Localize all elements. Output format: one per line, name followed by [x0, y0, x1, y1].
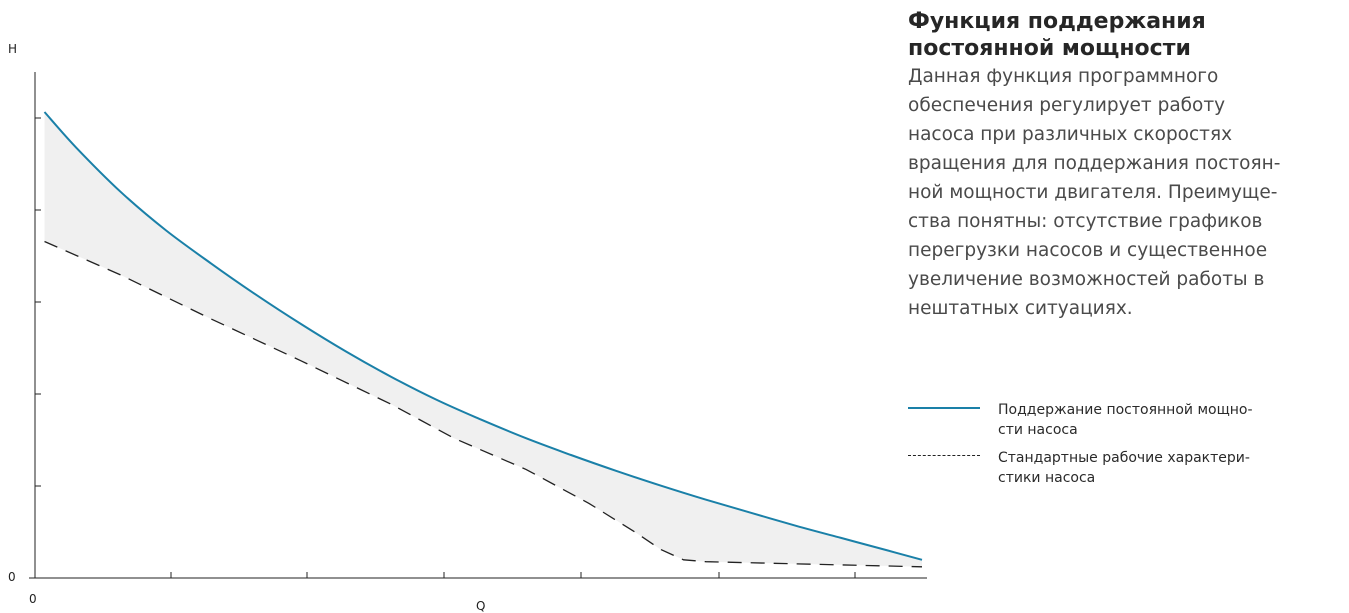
legend-dashed-line-swatch [908, 455, 980, 456]
chart-legend: Поддержание постоянной мощно- сти насоса… [908, 400, 1338, 496]
legend-label-constant-power: Поддержание постоянной мощно- сти насоса [998, 400, 1318, 440]
axes [29, 72, 927, 579]
description-panel: Функция поддержания постоянной мощности … [908, 8, 1338, 323]
description-line: ства понятны: отсутствие графиков [908, 211, 1263, 232]
legend-item-standard-curve: Стандартные рабочие характери- стики нас… [908, 448, 1338, 492]
section-title-line-2: постоянной мощности [908, 36, 1191, 61]
legend-label-standard-curve: Стандартные рабочие характери- стики нас… [998, 448, 1318, 488]
legend-label-line: Поддержание постоянной мощно- [998, 402, 1253, 418]
series-lines [43, 111, 923, 568]
description-line: перегрузки насосов и существенное [908, 240, 1268, 261]
fill-between-area [44, 112, 922, 567]
description-line: вращения для поддержания постоян- [908, 153, 1281, 174]
x-axis-label: Q [476, 599, 485, 613]
legend-item-constant-power: Поддержание постоянной мощно- сти насоса [908, 400, 1338, 444]
description-line: Данная функция программного [908, 66, 1219, 87]
description-line: нештатных ситуациях. [908, 298, 1133, 319]
description-line: увеличение возможностей работы в [908, 269, 1265, 290]
series-line-constant-power [43, 111, 923, 561]
legend-solid-line-swatch [908, 407, 980, 409]
section-title-line-1: Функция поддержания [908, 9, 1206, 34]
axis-ticks [35, 117, 856, 578]
x-origin-label: 0 [29, 592, 37, 606]
legend-label-line: сти насоса [998, 422, 1078, 438]
description-line: ной мощности двигателя. Преимуще- [908, 182, 1278, 203]
description-line: обеспечения регулирует работу [908, 95, 1226, 116]
legend-label-line: Стандартные рабочие характери- [998, 450, 1250, 466]
series-line-standard-curve [44, 240, 923, 568]
y-axis-label: H [8, 42, 17, 56]
legend-label-line: стики насоса [998, 470, 1096, 486]
chart: H Q 0 0 [8, 42, 927, 613]
fill-between-region [44, 112, 922, 567]
description-text: Данная функция программного обеспечения … [908, 62, 1338, 323]
y-origin-label: 0 [8, 570, 16, 584]
description-line: насоса при различных скоростях [908, 124, 1233, 145]
section-title: Функция поддержания постоянной мощности [908, 8, 1338, 62]
